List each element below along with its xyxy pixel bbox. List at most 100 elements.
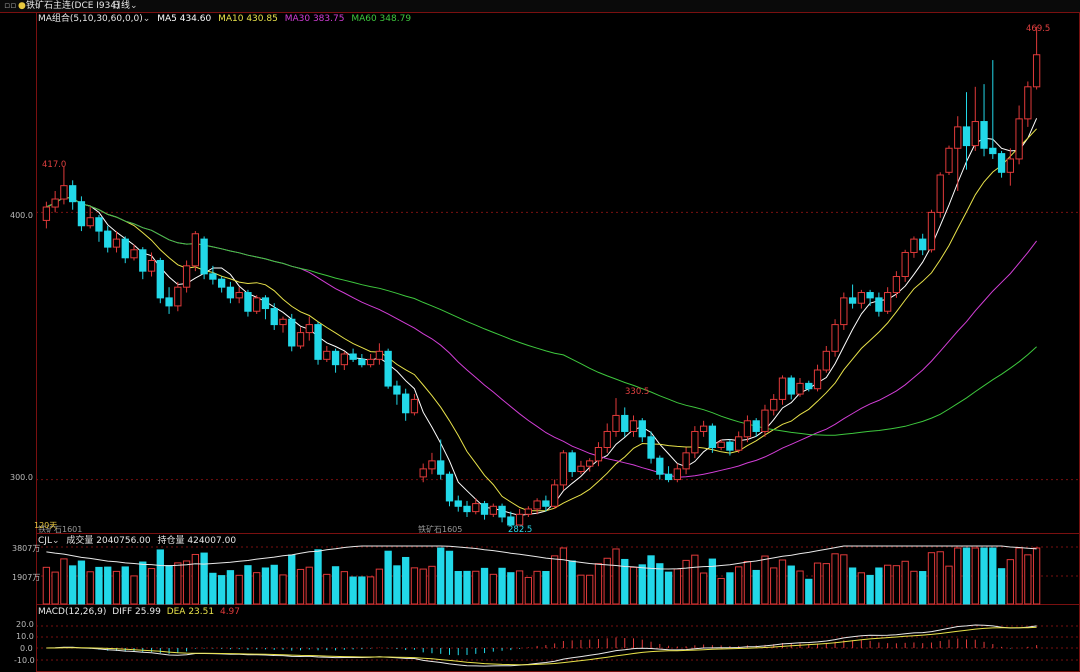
candle-body: [726, 441, 734, 451]
chevron-down-icon[interactable]: ⌄: [51, 536, 60, 546]
candle-body: [384, 350, 392, 387]
candle-body: [261, 297, 270, 310]
candle-body: [883, 292, 892, 312]
candle-body: [112, 238, 121, 248]
macd-tick-0: 0.0: [20, 644, 33, 653]
candle-body: [515, 513, 524, 526]
candle-body: [454, 500, 462, 507]
volume-bar: [524, 576, 533, 605]
volume-bar: [165, 565, 173, 605]
volume-bar: [235, 574, 243, 605]
volume-bar: [419, 568, 427, 605]
candle-body: [165, 297, 173, 307]
candle-body: [656, 457, 664, 475]
dea-line: [46, 626, 1037, 666]
volume-bar: [244, 565, 252, 605]
candle-body: [647, 436, 655, 459]
cjl-label[interactable]: CJL: [38, 536, 52, 546]
candle-body: [524, 508, 533, 515]
volume-bar: [629, 566, 638, 605]
candle-body: [51, 198, 59, 208]
candle-body: [638, 420, 646, 438]
candle-body: [533, 500, 541, 510]
volume-bar: [112, 570, 121, 605]
instrument-name[interactable]: 铁矿石主连(DCE I934): [26, 1, 120, 11]
candle-body: [217, 278, 226, 288]
candle-body: [60, 185, 68, 200]
layout-icon[interactable]: ▫▫: [4, 1, 17, 11]
ma60-line: [46, 196, 1037, 436]
contract-1605-label: 铁矿石1605: [418, 525, 463, 534]
volume-bar: [761, 555, 769, 605]
candle-body: [200, 238, 208, 275]
candle-body: [787, 377, 795, 395]
volume-bar: [253, 572, 261, 605]
candle-body: [989, 147, 997, 155]
chevron-down-icon[interactable]: ⌄: [142, 14, 151, 24]
candle-body: [402, 393, 410, 414]
volume-bar: [682, 559, 690, 605]
candle-body: [997, 153, 1006, 173]
ma30-value: MA30 383.75: [284, 14, 345, 24]
ma10-line: [46, 128, 1037, 512]
candle-body: [305, 324, 313, 334]
candle-body: [612, 414, 620, 432]
candle-body: [69, 185, 77, 203]
candle-body: [831, 324, 839, 352]
ma-combo-label[interactable]: MA组合(5,10,30,60,0,0): [38, 14, 143, 24]
candle-body: [191, 233, 200, 267]
ma5-line: [46, 118, 1038, 516]
volume-bar: [489, 573, 497, 605]
volume-bar: [296, 568, 305, 605]
volume-bar: [603, 557, 611, 605]
volume-bar: [919, 571, 927, 605]
candle-body: [147, 259, 156, 272]
volume-bar: [586, 574, 594, 605]
volume-bar: [375, 568, 384, 605]
macd-tick-10: 10.0: [16, 632, 34, 641]
candle-body: [270, 308, 278, 326]
open-interest-value: 持仓量 424007.00: [157, 536, 237, 546]
candle-body: [568, 452, 576, 473]
candle-body: [156, 259, 164, 299]
volume-bar: [699, 572, 708, 605]
diff-value: DIFF 25.99: [112, 607, 161, 617]
volume-bar: [910, 570, 918, 605]
period-selector[interactable]: 日线⌄: [112, 0, 138, 12]
volume-bar: [857, 572, 866, 605]
volume-bar: [787, 565, 795, 605]
candle-body: [743, 420, 752, 438]
candle-body: [182, 265, 191, 288]
mid-high-label: 330.5: [625, 387, 650, 397]
volume-bar: [209, 572, 217, 605]
candle-body: [340, 353, 348, 366]
volume-bar: [901, 560, 909, 605]
volume-bar: [156, 549, 164, 605]
candle-body: [910, 238, 918, 253]
volume-bar: [270, 564, 278, 605]
candle-body: [279, 318, 287, 326]
volume-bar: [962, 547, 971, 605]
candle-body: [480, 503, 489, 515]
candle-body: [927, 211, 936, 251]
volume-bar: [139, 561, 147, 605]
candle-body: [691, 430, 699, 454]
volume-bar: [971, 547, 979, 605]
candle-body: [770, 398, 778, 411]
candle-body: [813, 369, 822, 390]
volume-bar: [182, 560, 191, 605]
volume-bar: [875, 567, 883, 605]
period-label: 日线: [112, 1, 131, 11]
volume-bar: [402, 556, 410, 605]
volume-bar: [60, 558, 68, 605]
volume-bar: [691, 554, 699, 605]
volume-bar: [778, 559, 787, 605]
contract-1601-label: 铁矿石1601: [38, 525, 83, 534]
volume-bar: [51, 571, 59, 605]
price-tick-300: 300.0: [10, 473, 33, 482]
volume-bar: [770, 567, 778, 605]
volume-bar: [445, 550, 454, 605]
volume-bar: [708, 558, 717, 605]
macd-label[interactable]: MACD(12,26,9): [38, 607, 107, 617]
